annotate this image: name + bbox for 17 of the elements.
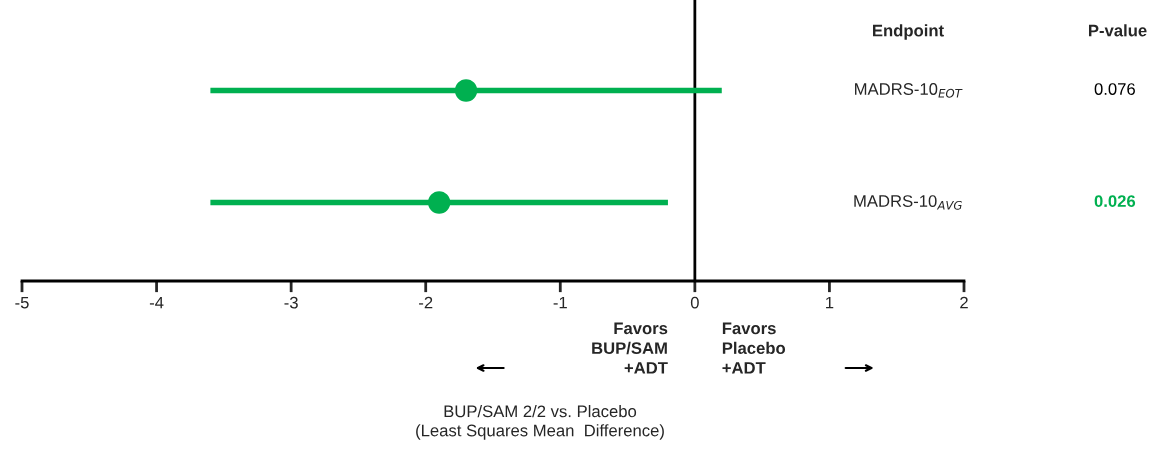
x-tick-label: -2 [419, 296, 433, 309]
y-tick-label: MADRS-10$_{AVG}$ [854, 195, 962, 210]
y-tick-label: MADRS-10$_{EOT}$ [855, 83, 963, 98]
text: P-value [1088, 24, 1147, 37]
x-tick-label: -3 [284, 296, 298, 309]
x-tick-label: -1 [553, 296, 567, 309]
x-tick-label: -4 [149, 296, 164, 309]
text: 0.076 [1094, 83, 1135, 95]
x-tick-label: 1 [826, 296, 834, 309]
text: BUP/SAM 2/2 vs. Placebo (Least Squares Mean Difference) [416, 405, 664, 440]
text: Favors Placebo +ADT [722, 322, 786, 374]
x-tick-label: -5 [15, 296, 29, 309]
x-tick-label: 2 [960, 296, 968, 309]
x-tick-label: 0 [690, 296, 699, 309]
annotation: Endpoint [873, 24, 944, 40]
text: 0.026 [1094, 195, 1136, 208]
text: Favors BUP/SAM +ADT [592, 322, 668, 374]
